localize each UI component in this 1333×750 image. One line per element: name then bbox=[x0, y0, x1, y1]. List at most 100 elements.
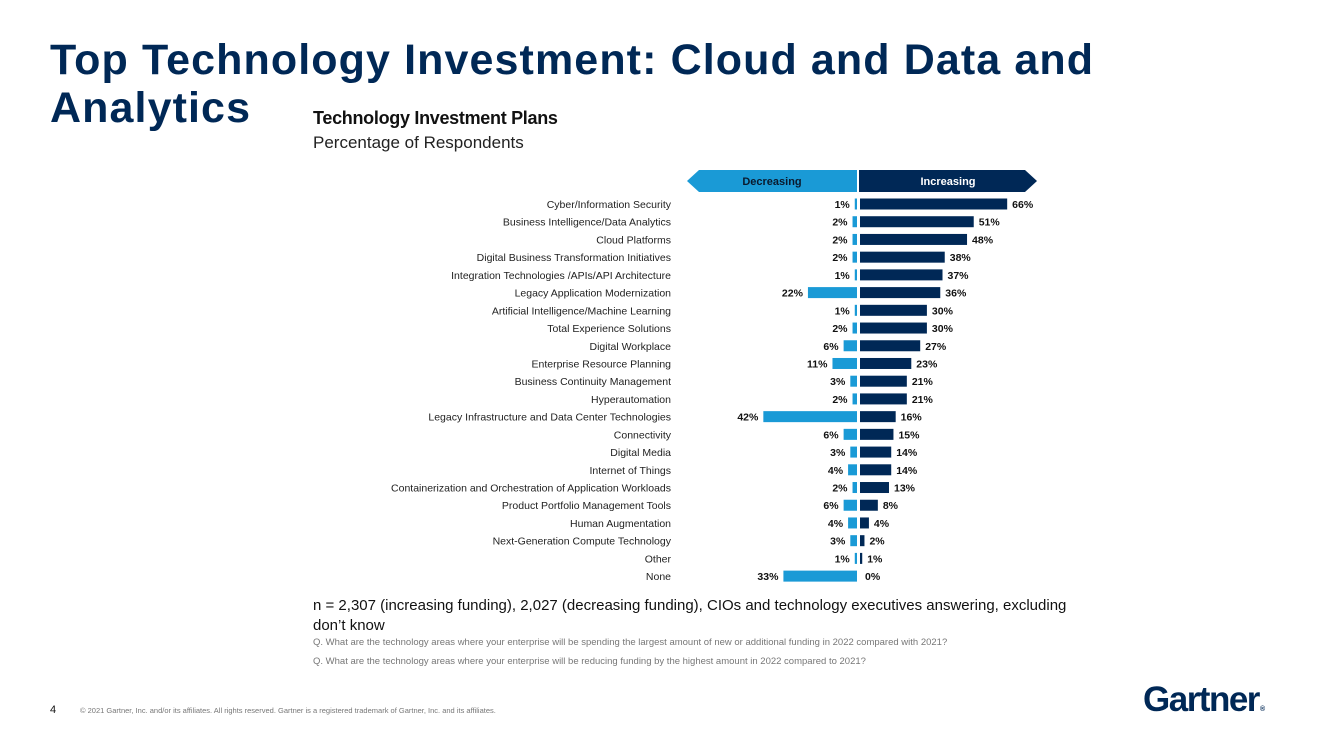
data-label-decreasing: 22% bbox=[782, 288, 804, 300]
category-label: Digital Workplace bbox=[589, 341, 671, 353]
bar-increasing bbox=[860, 357, 912, 369]
category-label: Cyber/Information Security bbox=[547, 199, 672, 211]
bar-increasing bbox=[860, 251, 945, 263]
data-label-increasing: 16% bbox=[901, 412, 923, 424]
bar-increasing bbox=[860, 304, 927, 316]
data-label-decreasing: 1% bbox=[835, 199, 851, 211]
question-2: Q. What are the technology areas where y… bbox=[313, 656, 866, 667]
data-label-decreasing: 1% bbox=[835, 553, 851, 565]
data-label-increasing: 51% bbox=[979, 217, 1001, 229]
category-label: Containerization and Orchestration of Ap… bbox=[391, 483, 671, 495]
legend-decreasing-label: Decreasing bbox=[742, 176, 801, 188]
data-label-decreasing: 3% bbox=[830, 447, 846, 459]
legend-increasing-label: Increasing bbox=[920, 176, 975, 188]
chart-row: Product Portfolio Management Tools 6% 8% bbox=[502, 499, 899, 512]
bar-increasing bbox=[860, 482, 889, 494]
data-label-decreasing: 3% bbox=[830, 376, 846, 388]
page-number: 4 bbox=[50, 704, 57, 716]
data-label-increasing: 0% bbox=[865, 571, 881, 583]
bar-decreasing bbox=[843, 428, 857, 440]
data-label-increasing: 4% bbox=[874, 518, 890, 530]
data-label-decreasing: 33% bbox=[757, 571, 779, 583]
category-label: Legacy Application Modernization bbox=[515, 288, 672, 300]
data-label-decreasing: 42% bbox=[737, 412, 759, 424]
bar-increasing bbox=[860, 233, 968, 245]
chart-row: Digital Workplace 6% 27% bbox=[589, 340, 947, 353]
bar-increasing bbox=[860, 340, 921, 352]
bar-decreasing bbox=[854, 269, 857, 281]
data-label-increasing: 2% bbox=[869, 536, 885, 548]
chart-row: Cloud Platforms 2% 48% bbox=[596, 233, 994, 246]
bar-decreasing bbox=[843, 499, 857, 511]
chart-row: Enterprise Resource Planning 11% 23% bbox=[532, 357, 938, 370]
data-label-decreasing: 2% bbox=[832, 234, 848, 246]
diverging-bar-chart: Decreasing Increasing Cyber/Information … bbox=[391, 170, 1037, 583]
data-label-increasing: 15% bbox=[898, 429, 920, 441]
data-label-increasing: 30% bbox=[932, 323, 954, 335]
category-label: Internet of Things bbox=[589, 465, 671, 477]
chart-row: Legacy Infrastructure and Data Center Te… bbox=[428, 411, 922, 424]
slide-title-line2: Analytics bbox=[50, 84, 252, 132]
sample-note: n = 2,307 (increasing funding), 2,027 (d… bbox=[313, 597, 1067, 634]
bar-decreasing bbox=[852, 393, 857, 405]
data-label-decreasing: 3% bbox=[830, 536, 846, 548]
data-label-increasing: 8% bbox=[883, 500, 899, 512]
data-label-increasing: 30% bbox=[932, 305, 954, 317]
chart-row: Digital Media 3% 14% bbox=[610, 446, 918, 459]
chart-row: Cyber/Information Security 1% 66% bbox=[547, 198, 1034, 211]
bar-increasing bbox=[860, 198, 1008, 210]
data-label-increasing: 21% bbox=[912, 394, 934, 406]
data-label-increasing: 37% bbox=[948, 270, 970, 282]
chart-row: Business Intelligence/Data Analytics 2% 51… bbox=[503, 216, 1001, 229]
category-label: Enterprise Resource Planning bbox=[532, 358, 672, 370]
bar-decreasing bbox=[783, 570, 857, 582]
bar-decreasing bbox=[852, 251, 857, 263]
category-label: Digital Business Transformation Initiati… bbox=[477, 252, 671, 264]
bar-increasing bbox=[860, 499, 878, 511]
bar-decreasing bbox=[832, 357, 857, 369]
bar-increasing bbox=[860, 375, 907, 387]
data-label-increasing: 14% bbox=[896, 447, 918, 459]
category-label: Hyperautomation bbox=[591, 394, 671, 406]
bar-increasing bbox=[860, 446, 892, 458]
bar-decreasing bbox=[852, 322, 857, 334]
chart-row: Next-Generation Compute Technology 3% 2% bbox=[493, 535, 885, 548]
chart-subtitle: Percentage of Respondents bbox=[313, 133, 524, 152]
bar-decreasing bbox=[848, 517, 857, 529]
chart-row: Hyperautomation 2% 21% bbox=[591, 393, 934, 406]
data-label-increasing: 36% bbox=[945, 288, 967, 300]
chart-row: Human Augmentation 4% 4% bbox=[570, 517, 890, 530]
bar-increasing bbox=[860, 269, 943, 281]
category-label: Legacy Infrastructure and Data Center Te… bbox=[428, 412, 671, 424]
category-label: Artificial Intelligence/Machine Learning bbox=[492, 305, 671, 317]
chart-row: Total Experience Solutions 2% 30% bbox=[547, 322, 954, 335]
chart-row: Containerization and Orchestration of Ap… bbox=[391, 482, 916, 495]
bar-decreasing bbox=[848, 464, 857, 476]
chart-row: Business Continuity Management 3% 21% bbox=[515, 375, 934, 388]
data-label-increasing: 38% bbox=[950, 252, 972, 264]
bar-decreasing bbox=[850, 446, 857, 458]
gartner-logo: Gartner® bbox=[1143, 680, 1265, 720]
category-label: Integration Technologies /APIs/API Archi… bbox=[451, 270, 671, 282]
data-label-decreasing: 2% bbox=[832, 483, 848, 495]
legend-decreasing-arrow bbox=[687, 170, 857, 192]
data-label-decreasing: 1% bbox=[835, 270, 851, 282]
chart-title: Technology Investment Plans bbox=[313, 108, 558, 128]
bar-decreasing bbox=[850, 375, 857, 387]
data-label-decreasing: 2% bbox=[832, 252, 848, 264]
chart-row: Integration Technologies /APIs/API Archi… bbox=[451, 269, 969, 282]
data-label-increasing: 14% bbox=[896, 465, 918, 477]
bar-decreasing bbox=[854, 198, 857, 210]
data-label-decreasing: 6% bbox=[823, 341, 839, 353]
bar-decreasing bbox=[852, 233, 857, 245]
data-label-increasing: 1% bbox=[867, 553, 883, 565]
bar-increasing bbox=[860, 287, 941, 299]
chart-row: Internet of Things 4% 14% bbox=[589, 464, 918, 477]
chart-row: Connectivity 6% 15% bbox=[614, 428, 920, 441]
category-label: Connectivity bbox=[614, 429, 672, 441]
bar-increasing bbox=[860, 322, 927, 334]
chart-rows: Cyber/Information Security 1% 66% Business … bbox=[391, 198, 1034, 583]
bar-increasing bbox=[860, 552, 863, 564]
chart-row: Legacy Application Modernization 22% 36% bbox=[515, 287, 967, 300]
legend-increasing-arrow bbox=[859, 170, 1037, 192]
